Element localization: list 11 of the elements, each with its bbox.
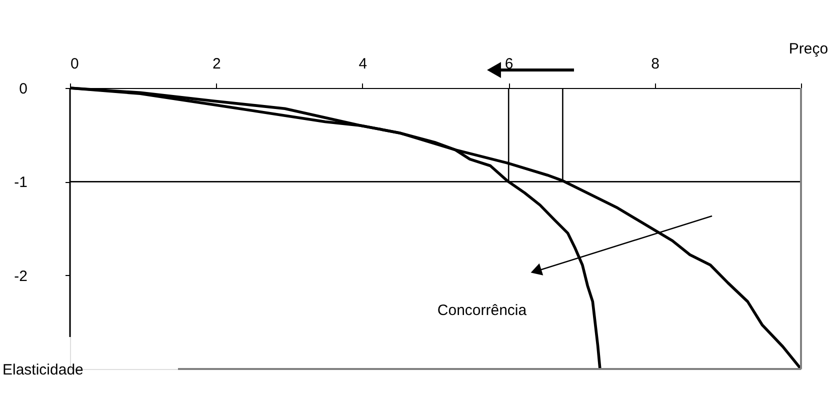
y-tick-label: -1 (14, 174, 28, 192)
y-tick-label: 0 (19, 80, 28, 98)
x-tick-label: 6 (504, 56, 514, 72)
x-tick-label: 0 (70, 56, 79, 72)
x-tick-label: 2 (212, 56, 221, 72)
y-axis-title: Elasticidade (2, 362, 84, 378)
x-tick-label: 8 (651, 56, 660, 72)
annotation: Concorrência (437, 302, 528, 319)
x-axis-title: Preço (788, 40, 828, 58)
y-tick-label: -2 (14, 268, 28, 285)
x-tick-label: 4 (358, 56, 368, 72)
